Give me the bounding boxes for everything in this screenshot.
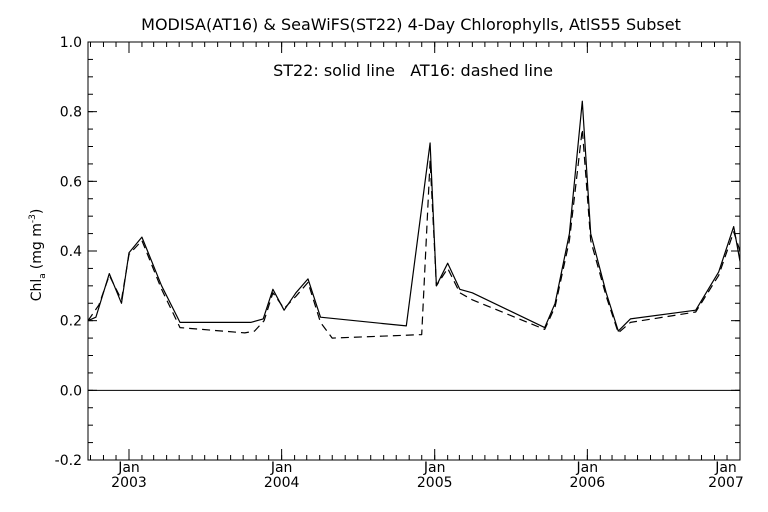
- y-axis-label: Chla (mg m-3): [28, 209, 48, 302]
- series-line-at16: [87, 128, 741, 339]
- x-tick-month-label: Jan: [270, 460, 293, 476]
- y-tick-label: 0.8: [60, 105, 82, 121]
- x-tick-year-label: 2004: [264, 475, 300, 491]
- y-tick-label: 1.0: [60, 35, 82, 51]
- x-tick-month-label: Jan: [423, 460, 446, 476]
- y-tick-label: 0.0: [60, 383, 82, 399]
- x-tick-year-label: 2005: [417, 475, 453, 491]
- y-tick-label: 0.6: [60, 174, 82, 190]
- x-tick-month-label: Jan: [714, 460, 737, 476]
- series-line-st22: [87, 100, 741, 332]
- x-tick-year-label: 2007: [708, 475, 744, 491]
- y-axis-label-superscript: -3: [28, 214, 38, 223]
- chart-title: MODISA(AT16) & SeaWiFS(ST22) 4-Day Chlor…: [141, 15, 681, 34]
- y-axis-label-units: (mg m: [29, 223, 45, 269]
- x-tick-year-label: 2006: [570, 475, 606, 491]
- y-tick-label: -0.2: [55, 453, 82, 469]
- y-axis-label-main: Chl: [29, 279, 45, 302]
- chart-annotation: ST22: solid line AT16: dashed line: [273, 61, 553, 80]
- x-tick-month-label: Jan: [576, 460, 599, 476]
- x-tick-month-label: Jan: [117, 460, 140, 476]
- y-axis-label-subscript: a: [38, 273, 48, 279]
- x-tick-year-label: 2003: [111, 475, 147, 491]
- y-tick-label: 0.2: [60, 314, 82, 330]
- y-tick-label: 0.4: [60, 244, 82, 260]
- plot-area: -0.20.00.20.40.60.81.0Jan2003Jan2004Jan2…: [55, 35, 744, 491]
- y-axis-label-close: ): [29, 209, 45, 214]
